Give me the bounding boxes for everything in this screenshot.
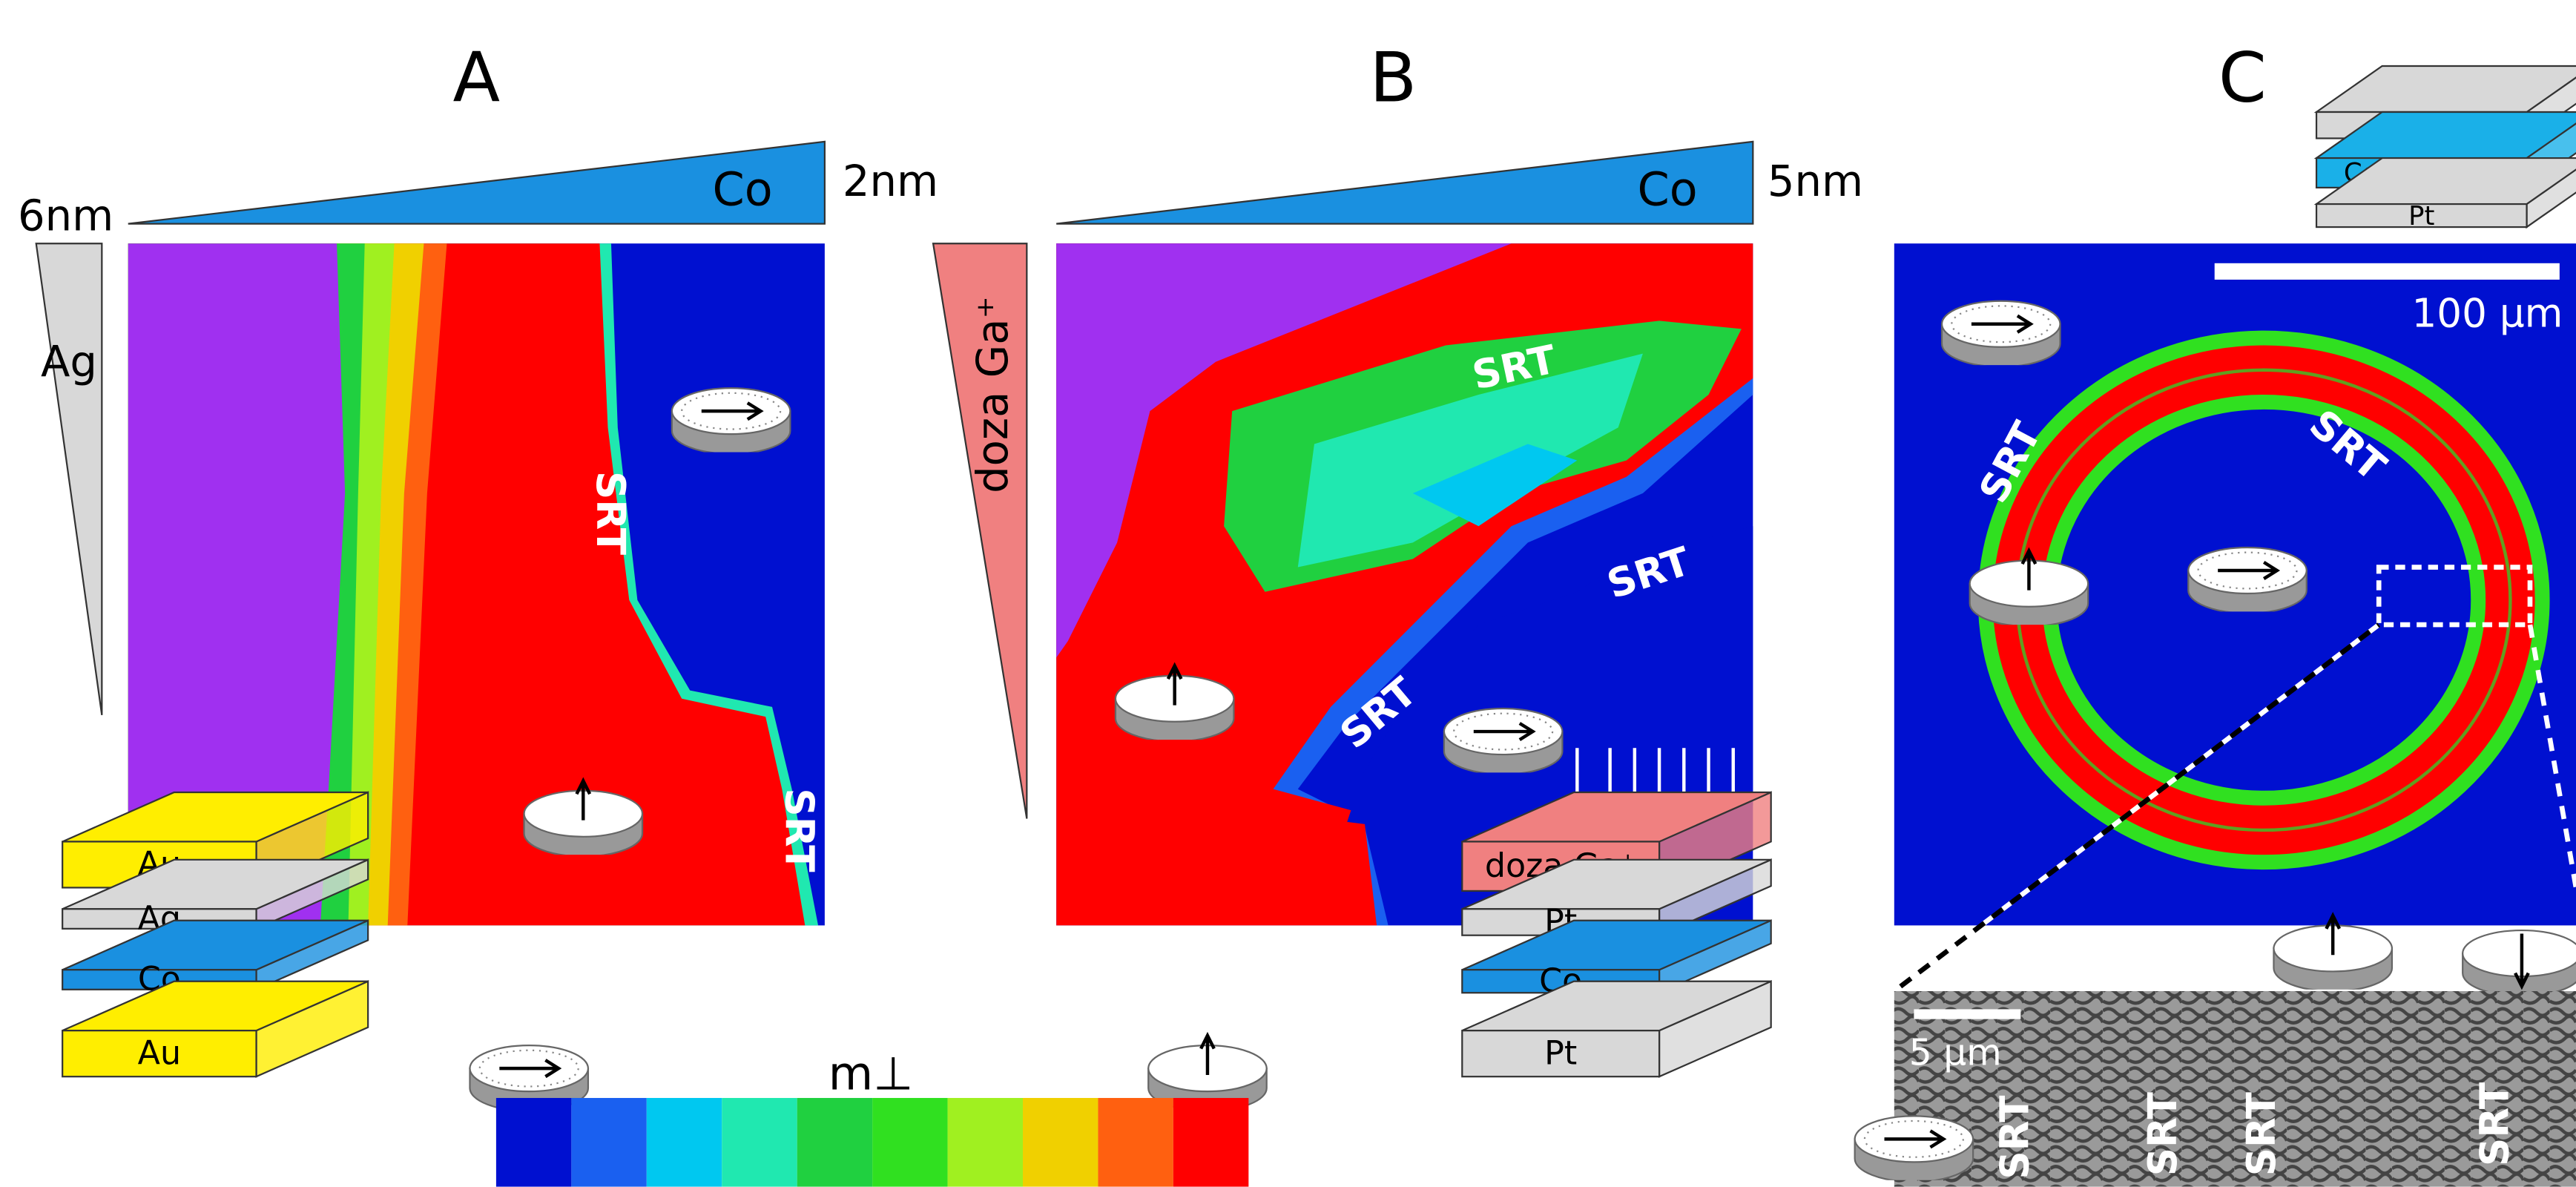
colorbar-swatch xyxy=(722,1098,797,1187)
layer-label: Pt xyxy=(1544,1034,1577,1072)
colorbar-swatch xyxy=(647,1098,722,1187)
layer: Pt xyxy=(1462,982,1770,1076)
annotation: SRT xyxy=(2140,1092,2186,1176)
page: A Co 2nm 6nm Ag SRT SRT B Co 5nm doza Ga… xyxy=(0,0,2576,1187)
spin-icon xyxy=(2188,548,2306,614)
spin-icon xyxy=(1444,708,1562,775)
spin-icon xyxy=(1855,1116,1973,1182)
spin-icon xyxy=(1942,301,2060,367)
panel-label: B xyxy=(1369,38,1417,118)
scale-label: 5 µm xyxy=(1909,1032,2002,1073)
colorbar-swatch xyxy=(1173,1098,1248,1187)
colorbar-swatch xyxy=(1098,1098,1173,1187)
colorbar: m⊥ xyxy=(470,1036,1266,1187)
colorbar-label: m⊥ xyxy=(829,1046,913,1100)
spin-icon xyxy=(2273,915,2391,991)
scale-label: 100 µm xyxy=(2412,290,2563,336)
spin-icon xyxy=(672,388,790,454)
annotation: SRT xyxy=(777,788,823,872)
spin-icon xyxy=(2463,930,2576,996)
annotation: SRT xyxy=(1992,1096,2038,1180)
panel-a: A Co 2nm 6nm Ag SRT SRT xyxy=(18,38,938,926)
wedge-label: Co xyxy=(1638,162,1698,217)
wedge-label: Co xyxy=(713,162,773,217)
colorbar-swatch xyxy=(1023,1098,1098,1187)
scale-bar xyxy=(2215,263,2560,280)
colorbar-swatch xyxy=(872,1098,947,1187)
colorbar-swatch xyxy=(948,1098,1023,1187)
wedge-label: Ag xyxy=(41,338,97,387)
annotation: SRT xyxy=(2239,1092,2285,1176)
scale-bar xyxy=(1914,1009,2020,1019)
thickness-label: 6nm xyxy=(18,191,113,241)
figure: A Co 2nm 6nm Ag SRT SRT B Co 5nm doza Ga… xyxy=(0,0,2576,1187)
wedge xyxy=(36,243,102,715)
layer-top xyxy=(2316,66,2576,112)
panel-label: C xyxy=(2218,38,2267,118)
colorbar-swatch xyxy=(571,1098,646,1187)
layer-label: Au xyxy=(138,1034,181,1072)
annotation: SRT xyxy=(587,471,633,555)
colorbar-swatch xyxy=(496,1098,571,1187)
thickness-label: 2nm xyxy=(843,157,938,206)
wedge-label: doza Ga⁺ xyxy=(968,296,1018,493)
layer-label: Pt xyxy=(2408,201,2434,231)
annotation: SRT xyxy=(2471,1082,2517,1166)
panel-label: A xyxy=(453,38,501,118)
colorbar-swatch xyxy=(797,1098,872,1187)
layer: Au xyxy=(62,982,368,1076)
thickness-label: 5nm xyxy=(1768,157,1863,206)
